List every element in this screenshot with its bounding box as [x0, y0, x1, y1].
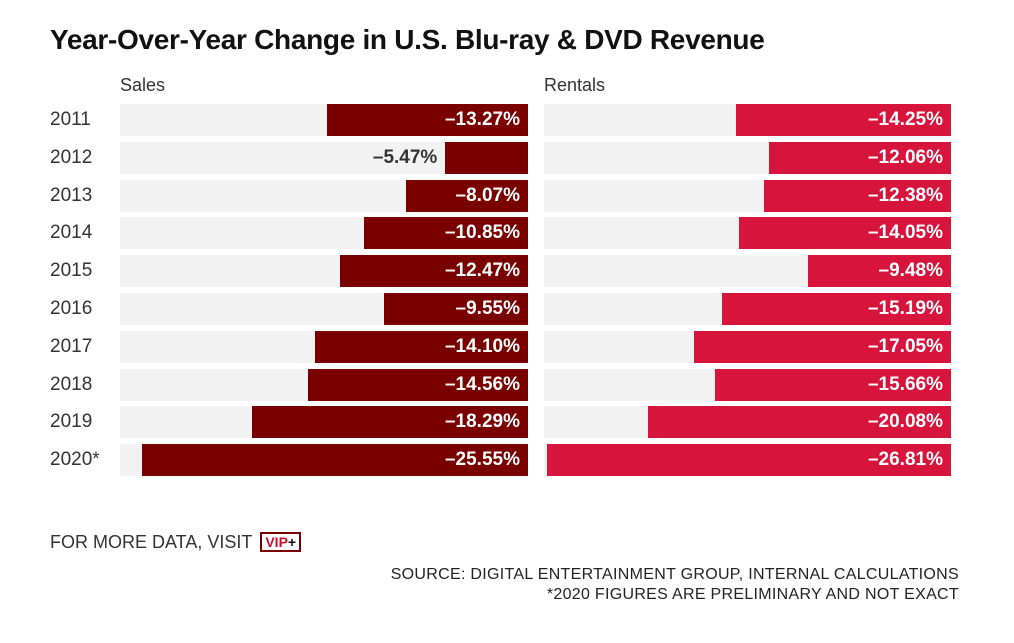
- sales-value-label: –14.56%: [444, 373, 520, 395]
- year-label: 2015: [50, 260, 93, 282]
- sales-bar-track: –12.47%: [120, 255, 528, 288]
- sales-value-label: –18.29%: [444, 411, 520, 433]
- sales-value-label: –13.27%: [444, 109, 520, 130]
- rentals-value-label: –20.08%: [867, 411, 943, 433]
- year-label: 2014: [50, 222, 93, 244]
- rentals-bar[interactable]: [736, 104, 951, 136]
- rentals-bar[interactable]: [714, 368, 951, 401]
- sales-bar-track: –10.85%: [120, 217, 528, 250]
- rentals-value-label: –26.81%: [867, 449, 943, 471]
- sales-bar[interactable]: [339, 255, 528, 288]
- rentals-bar[interactable]: [808, 255, 951, 288]
- sales-bar[interactable]: [445, 141, 528, 174]
- sales-bar-track: –14.56%: [120, 368, 528, 401]
- rentals-bar[interactable]: [739, 217, 951, 250]
- sales-bar[interactable]: [307, 368, 528, 401]
- sales-value-label: –10.85%: [444, 222, 520, 244]
- rentals-bar[interactable]: [722, 293, 951, 325]
- sales-value-label: –12.47%: [444, 260, 520, 282]
- sales-value-label: –8.07%: [455, 184, 520, 206]
- sales-bar[interactable]: [364, 217, 528, 250]
- year-label: 2020*: [50, 449, 100, 471]
- rentals-bar-track: –26.81%: [544, 444, 951, 477]
- rentals-bar-track: –20.08%: [544, 406, 951, 439]
- chart-title: Year-Over-Year Change in U.S. Blu-ray & …: [50, 24, 765, 55]
- rentals-bar[interactable]: [546, 444, 951, 477]
- rentals-bar-track: –12.06%: [544, 141, 951, 174]
- sales-bar-track: –18.29%: [120, 406, 528, 439]
- sales-bar-track: –14.10%: [120, 330, 528, 363]
- year-label: 2011: [50, 109, 91, 130]
- year-label: 2016: [50, 298, 93, 319]
- sales-bar-track: –8.07%: [120, 179, 528, 212]
- vip-plus-logo[interactable]: VIP+: [260, 532, 302, 552]
- rentals-bar-track: –17.05%: [544, 330, 951, 363]
- year-label: 2018: [50, 373, 93, 395]
- sales-bar-track: –25.55%: [120, 444, 528, 477]
- rentals-value-label: –12.06%: [867, 146, 943, 168]
- sales-bar[interactable]: [406, 179, 528, 212]
- rentals-value-label: –14.25%: [867, 109, 943, 130]
- year-label: 2012: [50, 146, 93, 168]
- rentals-bar-track: –14.25%: [544, 104, 951, 136]
- sales-bar[interactable]: [141, 444, 528, 477]
- rentals-value-label: –15.66%: [867, 373, 943, 395]
- rentals-value-label: –17.05%: [867, 335, 943, 357]
- rentals-bar-track: –15.19%: [544, 293, 951, 325]
- sales-bar-track: –5.47%: [120, 141, 528, 174]
- rentals-value-label: –15.19%: [867, 298, 943, 319]
- source-text: SOURCE: DIGITAL ENTERTAINMENT GROUP, INT…: [390, 566, 959, 583]
- rentals-value-label: –9.48%: [878, 260, 943, 282]
- sales-bar-track: –9.55%: [120, 293, 528, 325]
- rentals-bar[interactable]: [694, 330, 951, 363]
- sales-bar[interactable]: [314, 330, 528, 363]
- sales-value-label: –14.10%: [444, 335, 520, 357]
- source-note: SOURCE: DIGITAL ENTERTAINMENT GROUP, INT…: [391, 565, 959, 605]
- rentals-bar[interactable]: [648, 406, 951, 439]
- rentals-value-label: –14.05%: [867, 222, 943, 244]
- year-label: 2017: [50, 335, 93, 357]
- sales-bar[interactable]: [251, 406, 528, 439]
- more-data-text: FOR MORE DATA, VISIT: [50, 532, 253, 552]
- rentals-bar-track: –15.66%: [544, 368, 951, 401]
- rentals-panel-label: Rentals: [544, 75, 606, 95]
- sales-bar[interactable]: [327, 104, 528, 136]
- rentals-value-label: –12.38%: [867, 184, 943, 206]
- rentals-bar-track: –12.38%: [544, 179, 951, 212]
- sales-bar[interactable]: [383, 293, 528, 325]
- more-data-line: FOR MORE DATA, VISIT VIP+: [50, 532, 302, 553]
- rentals-bar-track: –9.48%: [544, 255, 951, 288]
- year-label: 2019: [50, 411, 93, 433]
- sales-panel-label: Sales: [120, 75, 166, 95]
- sales-bar-track: –13.27%: [120, 104, 528, 136]
- rentals-bar[interactable]: [764, 179, 951, 212]
- preliminary-note: *2020 FIGURES ARE PRELIMINARY AND NOT EX…: [546, 586, 959, 603]
- sales-value-label: –5.47%: [372, 146, 438, 168]
- rentals-bar-track: –14.05%: [544, 217, 951, 250]
- sales-value-label: –25.55%: [444, 449, 520, 471]
- year-label: 2013: [50, 184, 93, 206]
- sales-value-label: –9.55%: [455, 298, 520, 319]
- rentals-bar[interactable]: [769, 141, 951, 174]
